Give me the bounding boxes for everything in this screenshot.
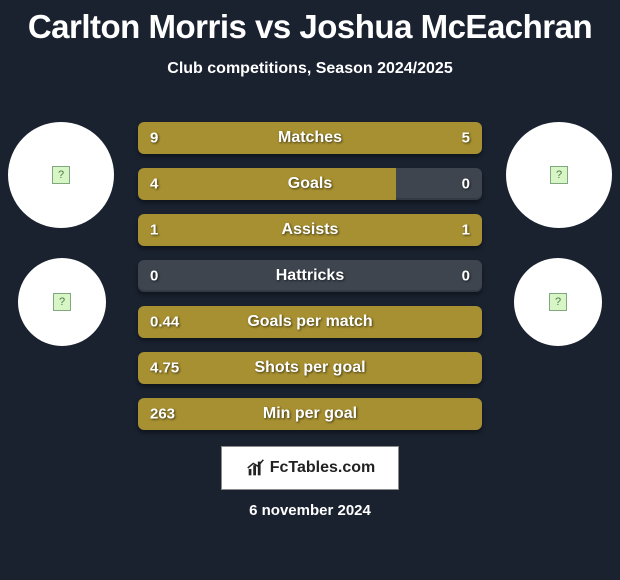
stat-value-right: 0 bbox=[462, 176, 470, 193]
stat-value-right: 0 bbox=[462, 268, 470, 285]
stat-value-left: 0 bbox=[150, 268, 158, 285]
player-avatar-right: ? bbox=[506, 122, 612, 228]
stat-value-left: 9 bbox=[150, 130, 158, 147]
player-avatar-left: ? bbox=[8, 122, 114, 228]
club-badge-right: ? bbox=[514, 258, 602, 346]
stat-bar: 95Matches bbox=[138, 122, 482, 154]
club-badge-left: ? bbox=[18, 258, 106, 346]
brand-label: FcTables.com bbox=[270, 459, 376, 477]
stat-value-right: 1 bbox=[462, 222, 470, 239]
stats-bars: 95Matches40Goals11Assists00Hattricks0.44… bbox=[138, 122, 482, 444]
comparison-title: Carlton Morris vs Joshua McEachran bbox=[0, 0, 620, 46]
stat-value-left: 1 bbox=[150, 222, 158, 239]
stat-value-left: 0.44 bbox=[150, 314, 179, 331]
stat-value-left: 4 bbox=[150, 176, 158, 193]
bar-fill bbox=[138, 398, 482, 430]
placeholder-image-icon: ? bbox=[549, 293, 567, 311]
date-label: 6 november 2024 bbox=[0, 502, 620, 519]
stat-label: Hattricks bbox=[138, 267, 482, 285]
stat-bar: 11Assists bbox=[138, 214, 482, 246]
stat-value-left: 263 bbox=[150, 406, 175, 423]
stat-value-left: 4.75 bbox=[150, 360, 179, 377]
stat-value-right: 5 bbox=[462, 130, 470, 147]
bar-fill-left bbox=[138, 214, 310, 246]
stat-bar: 40Goals bbox=[138, 168, 482, 200]
brand-badge: FcTables.com bbox=[221, 446, 399, 490]
bar-fill-left bbox=[138, 122, 362, 154]
comparison-subtitle: Club competitions, Season 2024/2025 bbox=[0, 60, 620, 78]
placeholder-image-icon: ? bbox=[53, 293, 71, 311]
bar-fill bbox=[138, 352, 482, 384]
stat-bar: 0.44Goals per match bbox=[138, 306, 482, 338]
placeholder-image-icon: ? bbox=[550, 166, 568, 184]
bar-fill bbox=[138, 306, 482, 338]
bar-fill-left bbox=[138, 168, 396, 200]
stat-bar: 4.75Shots per goal bbox=[138, 352, 482, 384]
stat-bar: 263Min per goal bbox=[138, 398, 482, 430]
chart-logo-icon bbox=[245, 457, 267, 479]
stat-bar: 0 0Hattricks bbox=[138, 260, 482, 292]
bar-fill-right bbox=[310, 214, 482, 246]
placeholder-image-icon: ? bbox=[52, 166, 70, 184]
